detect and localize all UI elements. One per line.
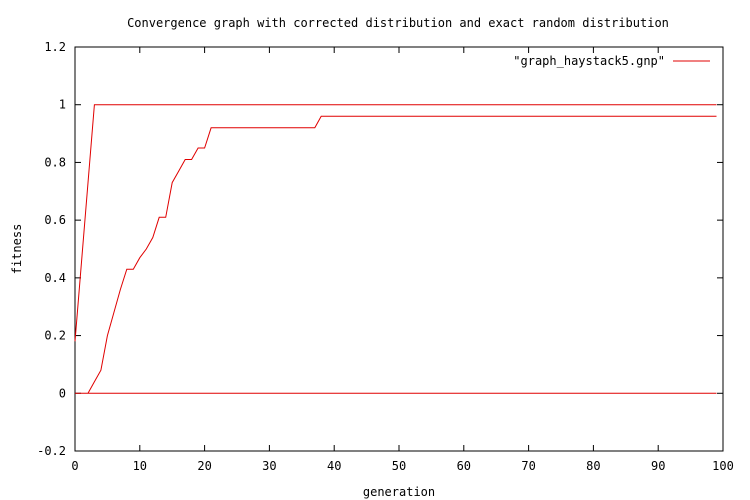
- x-tick-label: 70: [521, 459, 535, 473]
- series-line-2: [87, 115, 717, 394]
- series-line-1: [74, 104, 717, 342]
- y-tick-label: 0.2: [44, 329, 66, 343]
- x-tick-label: 100: [712, 459, 734, 473]
- series-layer: [74, 104, 717, 394]
- y-tick-label: -0.2: [37, 444, 66, 458]
- y-tick-label: 0.4: [44, 271, 66, 285]
- axis-ticks: 0 10 20 30 40 50 60 70 80 90 100 -0.2 0 0.2 0.4 0.6 0.8 1…: [37, 40, 734, 473]
- x-tick-label: 30: [262, 459, 276, 473]
- y-tick-label: 0: [59, 386, 66, 400]
- x-tick-label: 90: [651, 459, 665, 473]
- chart-title: Convergence graph with corrected distrib…: [127, 16, 669, 30]
- legend-label: "graph_haystack5.gnp": [513, 54, 665, 68]
- x-tick-label: 10: [133, 459, 147, 473]
- plot-frame: [74, 46, 724, 452]
- y-tick-label: 1: [59, 98, 66, 112]
- y-tick-label: 0.6: [44, 213, 66, 227]
- y-tick-label: 1.2: [44, 40, 66, 54]
- x-tick-label: 20: [197, 459, 211, 473]
- x-axis-label: generation: [363, 485, 435, 499]
- x-tick-label: 50: [392, 459, 406, 473]
- y-tick-label: 0.8: [44, 155, 66, 169]
- x-tick-label: 0: [71, 459, 78, 473]
- x-tick-label: 60: [457, 459, 471, 473]
- x-tick-label: 80: [586, 459, 600, 473]
- y-axis-label: fitness: [10, 224, 24, 275]
- x-tick-label: 40: [327, 459, 341, 473]
